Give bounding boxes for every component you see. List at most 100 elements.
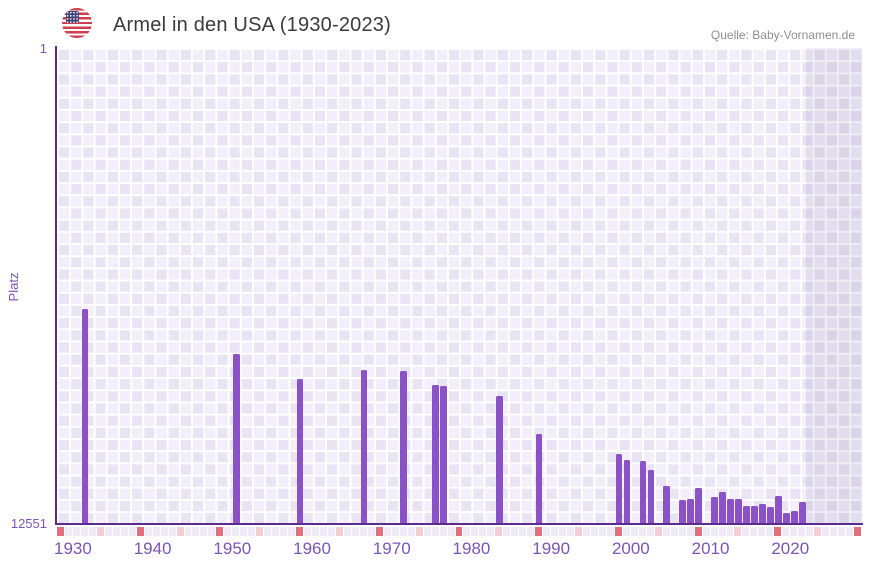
year-marker-cell [240, 527, 248, 536]
year-marker-cell [503, 527, 511, 536]
chart-bar-2017 [767, 507, 774, 523]
chart-title: Armel in den USA (1930-2023) [113, 14, 391, 36]
year-marker-cell [790, 527, 798, 536]
year-marker-cell [72, 527, 80, 536]
year-marker-cell [327, 527, 335, 536]
year-marker-cell [551, 527, 559, 536]
year-marker-cell [694, 527, 702, 536]
year-marker-cell [232, 527, 240, 536]
chart-bar-1958 [296, 378, 304, 523]
year-marker-cell [256, 527, 264, 536]
year-marker-cell [606, 527, 614, 536]
year-marker-cell [614, 527, 622, 536]
year-marker-cell [670, 527, 678, 536]
x-axis-tick-label: 1960 [293, 539, 331, 558]
year-marker-cell [567, 527, 575, 536]
year-marker-cell [638, 527, 646, 536]
year-marker-cell [399, 527, 407, 536]
x-axis-tick-label: 2000 [611, 539, 650, 558]
x-axis-tick-label: 2010 [691, 539, 730, 558]
year-marker-cell [375, 527, 383, 536]
chart-bar-1966 [360, 369, 368, 523]
chart-bar-2018 [775, 496, 782, 523]
year-marker-cell [798, 527, 806, 536]
year-marker-cell [280, 527, 288, 536]
year-marker-cell [351, 527, 359, 536]
year-marker-cell [88, 527, 96, 536]
year-marker-cell [806, 527, 814, 536]
chart-bar-1975 [432, 385, 439, 523]
x-axis-tick-label: 1930 [54, 539, 92, 558]
year-marker-cell [216, 527, 224, 536]
chart-bar-2008 [695, 487, 702, 523]
year-marker-cell [64, 527, 72, 536]
chart-bar-2012 [727, 498, 734, 523]
year-marker-cell [343, 527, 351, 536]
chart-bar-2021 [798, 501, 806, 523]
year-marker-cell [591, 527, 598, 536]
year-marker-cell [320, 527, 327, 536]
year-marker-cell [575, 527, 583, 536]
chart-bar-2011 [719, 492, 726, 523]
year-marker-cell [471, 527, 479, 536]
year-marker-cell [583, 527, 590, 536]
year-marker-cell [288, 527, 296, 536]
year-marker-cell [152, 527, 160, 536]
year-marker-cell [296, 527, 304, 536]
year-marker-cell [519, 527, 527, 536]
chart-bar-2004 [663, 486, 670, 523]
year-marker-cell [734, 527, 742, 536]
year-marker-cell [104, 527, 112, 536]
year-marker-cell [224, 527, 232, 536]
year-marker-cell [654, 527, 662, 536]
year-marker-cell [742, 527, 750, 536]
year-marker-cell [678, 527, 686, 536]
x-axis-tick-label: 2020 [771, 539, 810, 558]
chart-bar-2006 [679, 500, 686, 523]
chart-bar-1988 [535, 433, 543, 523]
chart-bar-1950 [233, 353, 240, 523]
year-marker-cell [710, 527, 718, 536]
year-marker-cell [391, 527, 399, 536]
chart-bar-1976 [440, 386, 447, 523]
chart-bar-1983 [496, 395, 503, 523]
chart-bar-2010 [711, 496, 718, 523]
usa-flag-icon [62, 8, 92, 38]
chart-bar-2001 [639, 461, 647, 523]
year-marker-cell [200, 527, 208, 536]
year-marker-cell [264, 527, 272, 536]
year-marker-cell [758, 527, 766, 536]
chart-bar-2020 [790, 510, 798, 523]
year-marker-cell [479, 527, 487, 536]
year-marker-cell [702, 527, 710, 536]
year-marker-cell [447, 527, 455, 536]
year-marker-cell [455, 527, 463, 536]
plot-area [57, 48, 862, 523]
year-marker-cell [248, 527, 256, 536]
source-label: Quelle: Baby-Vornamen.de [710, 28, 855, 42]
year-marker-cell [112, 527, 120, 536]
year-marker-cell [96, 527, 104, 536]
year-marker-cell [359, 527, 367, 536]
year-marker-cell [57, 527, 64, 536]
year-marker-cell [367, 527, 375, 536]
year-marker-cell [750, 527, 758, 536]
chart-bar-1931 [81, 308, 89, 523]
year-marker-cell [543, 527, 551, 536]
year-marker-cell [144, 527, 152, 536]
year-marker-cell [686, 527, 694, 536]
no-data-shade-region [806, 48, 862, 523]
year-marker-cell [160, 527, 168, 536]
chart-bar-2007 [687, 499, 694, 523]
x-axis-labels: 1930 1940 1950 1960 1970 1980 1990 2000 2010 2020 [54, 539, 862, 559]
chart-bar-2002 [647, 470, 655, 523]
year-marker-cell [80, 527, 88, 536]
year-marker-cell [439, 527, 447, 536]
x-axis-tick-label: 1940 [133, 539, 172, 558]
chart-bar-2016 [759, 504, 766, 523]
usa-flag-canton [65, 10, 80, 23]
year-marker-cell [646, 527, 654, 536]
chart-bar-2015 [751, 505, 758, 523]
x-axis-line [55, 523, 863, 525]
